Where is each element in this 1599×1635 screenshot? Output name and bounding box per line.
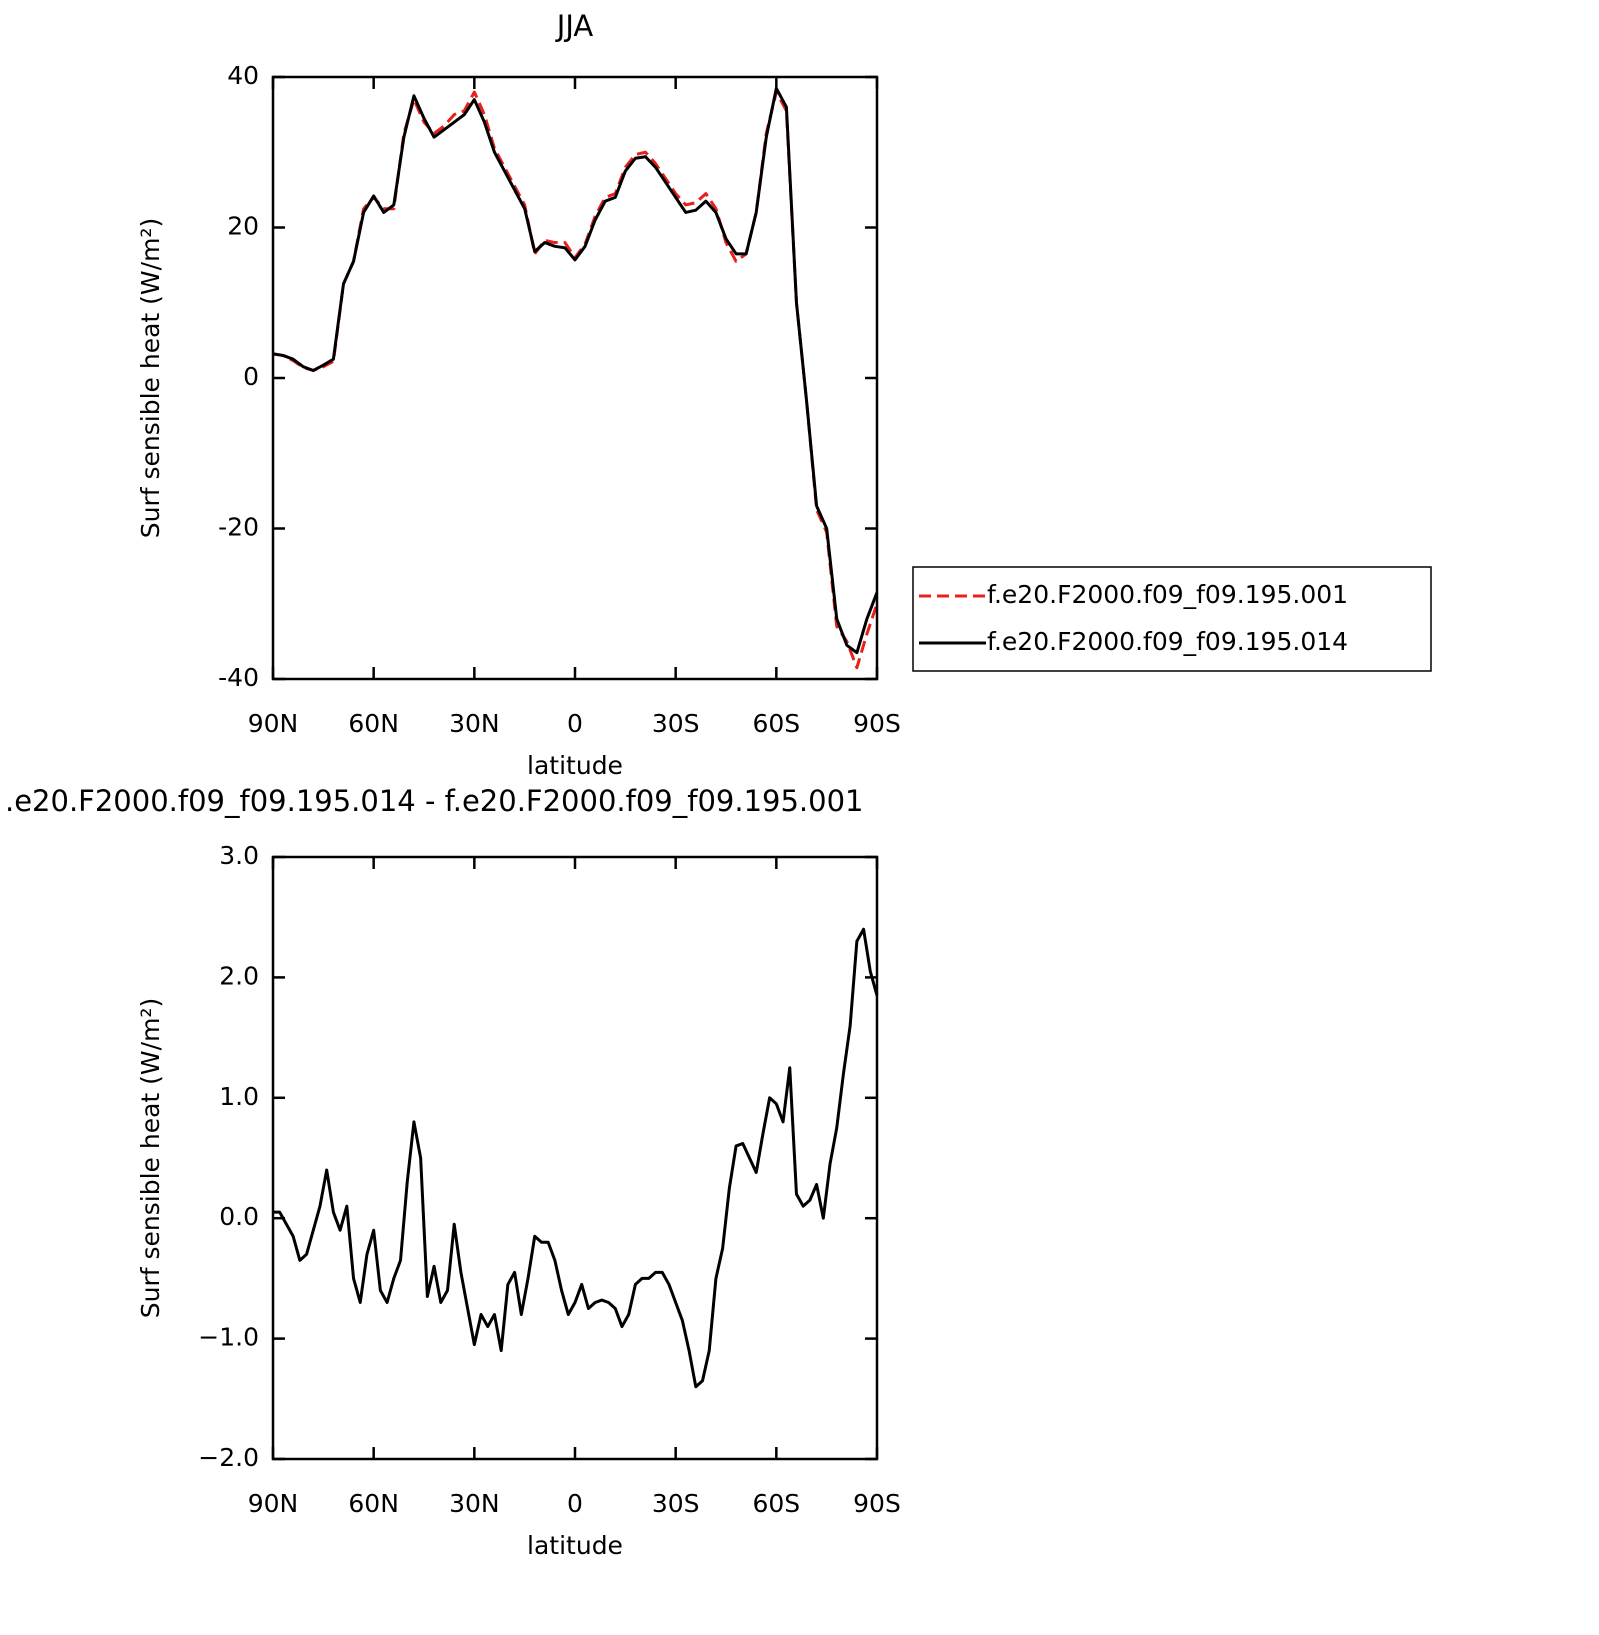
legend-label: f.e20.F2000.f09_f09.195.014: [987, 627, 1348, 656]
x-tick-label: 60S: [752, 1489, 800, 1518]
chart-title: .e20.F2000.f09_f09.195.014 - f.e20.F2000…: [5, 784, 864, 818]
x-tick-label: 90N: [248, 709, 299, 738]
y-axis-label: Surf sensible heat (W/m²): [136, 218, 165, 538]
plot-frame: [271, 855, 879, 1461]
plot-frame: [271, 75, 879, 681]
y-tick-label: -20: [218, 513, 259, 542]
chart-title: JJA: [555, 9, 594, 43]
x-tick-label: 90N: [248, 1489, 299, 1518]
y-tick-label: 0.0: [219, 1202, 259, 1231]
x-tick-label: 90S: [853, 1489, 901, 1518]
data-line: [273, 927, 879, 1389]
y-tick-label: 40: [227, 61, 259, 90]
y-axis-label: Surf sensible heat (W/m²): [136, 998, 165, 1318]
x-tick-label: 30N: [449, 709, 500, 738]
x-tick-label: 30N: [449, 1489, 500, 1518]
y-tick-label: −2.0: [198, 1443, 259, 1472]
y-tick-label: 3.0: [219, 841, 259, 870]
legend-box: [912, 566, 1432, 672]
x-tick-label: 60S: [752, 709, 800, 738]
x-tick-label: 0: [567, 1489, 583, 1518]
y-tick-label: −1.0: [198, 1323, 259, 1352]
data-line: [272, 86, 879, 655]
x-tick-label: 90S: [853, 709, 901, 738]
y-tick-label: 2.0: [219, 961, 259, 990]
x-axis-label: latitude: [527, 751, 623, 780]
y-tick-label: 0: [243, 362, 259, 391]
y-tick-label: 1.0: [219, 1082, 259, 1111]
y-tick-label: 20: [227, 212, 259, 241]
x-tick-label: 60N: [348, 1489, 399, 1518]
data-line: [272, 90, 879, 670]
x-tick-label: 0: [567, 709, 583, 738]
x-tick-label: 30S: [652, 1489, 700, 1518]
x-tick-label: 60N: [348, 709, 399, 738]
x-tick-label: 30S: [652, 709, 700, 738]
x-axis-label: latitude: [527, 1531, 623, 1560]
y-tick-label: -40: [218, 663, 259, 692]
legend-label: f.e20.F2000.f09_f09.195.001: [987, 580, 1348, 609]
